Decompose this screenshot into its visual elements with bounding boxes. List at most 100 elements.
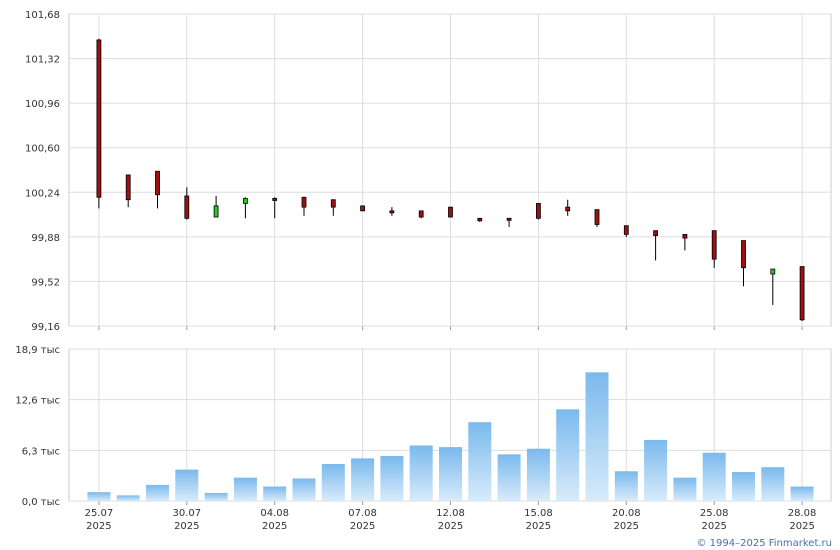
volume-bar [497, 454, 521, 501]
candle-body-down [565, 206, 571, 212]
price-y-tick-label: 100,96 [25, 99, 60, 110]
volume-bar [116, 495, 140, 501]
x-tick-day-label: 20.08 [612, 508, 641, 519]
candle-body-down [682, 233, 688, 239]
x-tick-day-label: 25.07 [85, 508, 114, 519]
candle-body-up [242, 198, 248, 204]
volume-bar [644, 439, 668, 501]
x-tick-day-label: 07.08 [348, 508, 377, 519]
candle-body-down [184, 195, 190, 219]
candle [155, 170, 160, 209]
volume-bar [556, 409, 580, 501]
candle [418, 210, 424, 219]
x-tick-day-label: 28.08 [788, 508, 817, 519]
volume-y-tick-label: 12,6 тыс [15, 396, 60, 407]
volume-bar [526, 448, 550, 501]
candle [506, 217, 512, 227]
volume-bar [233, 477, 257, 501]
price-grid [68, 13, 832, 330]
candle-body-down [799, 266, 805, 321]
volume-bar [146, 484, 169, 501]
candle-body-down [448, 206, 453, 218]
volume-y-tick-label: 0,0 тыс [22, 497, 60, 508]
price-y-axis: 101,68 101,32 100,96 100,60 100,24 99,88 99,52… [25, 10, 60, 333]
candle [184, 187, 190, 220]
candle [536, 203, 541, 220]
candle [623, 225, 629, 237]
x-tick-day-label: 15.08 [524, 508, 553, 519]
x-tick-year-label: 2025 [789, 521, 814, 532]
candle-body-down [594, 209, 600, 225]
x-tick-year-label: 2025 [174, 521, 199, 532]
volume-bars [87, 372, 814, 501]
price-y-tick-label: 99,16 [31, 322, 60, 333]
volume-bar [439, 447, 462, 501]
candle-body-down [711, 230, 717, 260]
x-tick-year-label: 2025 [614, 521, 639, 532]
volume-bar [673, 477, 697, 501]
candle-body-up [770, 268, 776, 275]
x-tick-year-label: 2025 [701, 521, 726, 532]
volume-bar [351, 458, 375, 501]
candle [242, 197, 248, 219]
candle [125, 174, 131, 208]
x-tick-year-label: 2025 [86, 521, 111, 532]
candle-body-down [125, 174, 131, 201]
price-y-tick-label: 100,24 [25, 188, 60, 199]
credit-link[interactable]: © 1994–2025 Finmarket.ru [696, 538, 832, 549]
candle-body-down [653, 230, 658, 237]
volume-panel: 18,9 тыс 12,6 тыс 6,3 тыс 0,0 тыс [15, 345, 832, 508]
candle [448, 206, 453, 218]
price-y-tick-label: 99,88 [31, 233, 60, 244]
candle [799, 266, 805, 322]
candle-body-down [506, 217, 512, 221]
candle-body-down [272, 198, 278, 201]
volume-bar [614, 471, 638, 501]
candle [213, 196, 219, 218]
volume-bar [732, 472, 755, 501]
candle [653, 230, 658, 261]
x-axis: 25.07 2025 30.07 2025 04.08 2025 07.08 2025 12.0… [85, 508, 817, 532]
candle-body-down [389, 210, 395, 214]
price-y-tick-label: 101,32 [25, 55, 60, 66]
volume-bar [175, 469, 199, 501]
volume-y-tick-label: 6,3 тыс [22, 446, 60, 457]
candle [360, 205, 366, 212]
candle-body-down [741, 240, 746, 269]
candle [594, 209, 600, 227]
candle [770, 268, 776, 305]
volume-bar [702, 452, 726, 501]
candle [741, 240, 746, 287]
volume-bar [204, 492, 228, 501]
candle [272, 197, 278, 219]
volume-bar [87, 492, 111, 501]
candle [711, 230, 717, 268]
candle [477, 217, 483, 222]
volume-y-axis: 18,9 тыс 12,6 тыс 6,3 тыс 0,0 тыс [15, 345, 60, 508]
candles [96, 38, 805, 322]
price-y-tick-label: 100,60 [25, 144, 60, 155]
candle-body-down [330, 199, 336, 208]
volume-bar [380, 455, 404, 501]
candle-body-down [96, 39, 102, 198]
candle-body-down [360, 205, 366, 212]
volume-bar [790, 486, 814, 501]
candle [565, 199, 571, 216]
x-tick-day-label: 12.08 [436, 508, 465, 519]
candle-body-down [536, 203, 541, 219]
candle [96, 38, 102, 209]
x-tick-year-label: 2025 [350, 521, 375, 532]
volume-bar [263, 486, 287, 501]
volume-bar [761, 467, 785, 501]
price-y-tick-label: 99,52 [31, 277, 60, 288]
candle-body-down [623, 225, 629, 235]
candle-body-down [301, 196, 307, 208]
x-tick-year-label: 2025 [438, 521, 463, 532]
candle [389, 207, 395, 216]
candle-body-down [477, 217, 483, 222]
price-panel: 101,68 101,32 100,96 100,60 100,24 99,88 99,52… [25, 10, 832, 333]
x-tick-year-label: 2025 [526, 521, 551, 532]
volume-bar [585, 372, 609, 501]
x-tick-day-label: 04.08 [260, 508, 289, 519]
